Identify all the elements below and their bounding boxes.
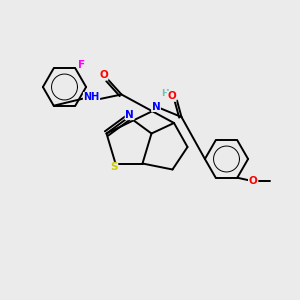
- Text: O: O: [99, 70, 108, 80]
- Text: O: O: [248, 176, 257, 186]
- Text: H: H: [161, 89, 169, 98]
- Text: S: S: [110, 162, 118, 172]
- Text: N: N: [125, 110, 134, 120]
- Text: F: F: [78, 60, 85, 70]
- Text: N: N: [152, 101, 160, 112]
- Text: O: O: [167, 91, 176, 101]
- Text: NH: NH: [83, 92, 100, 103]
